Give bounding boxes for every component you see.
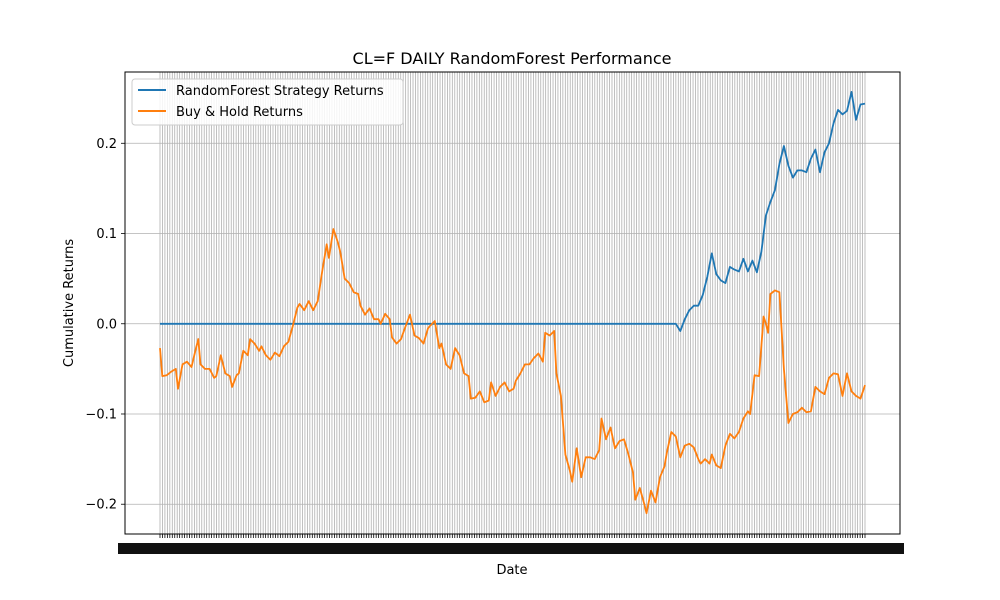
y-tick-label: 0.0	[96, 317, 117, 332]
y-tick-label: 0.2	[96, 137, 117, 152]
series-line-buy-hold	[159, 228, 866, 515]
series-line-strategy	[160, 91, 866, 332]
legend: RandomForest Strategy Returns Buy & Hold…	[131, 78, 404, 126]
y-tick-label: 0.1	[96, 227, 117, 242]
plot-frame	[124, 71, 901, 535]
legend-label-strategy: RandomForest Strategy Returns	[176, 84, 384, 99]
x-axis-ticks	[118, 534, 904, 554]
y-axis-ticks: −0.2 −0.1 0.0 0.1 0.2	[85, 137, 125, 513]
plot-lines	[159, 91, 866, 515]
y-axis-label: Cumulative Returns	[62, 239, 77, 367]
x-axis-label: Date	[496, 563, 527, 578]
legend-box	[131, 78, 404, 126]
y-tick-label: −0.2	[85, 498, 117, 513]
legend-label-buy-hold: Buy & Hold Returns	[176, 105, 303, 120]
y-tick-label: −0.1	[85, 407, 117, 422]
x-tick-labels-overlap	[118, 543, 904, 554]
chart-title: CL=F DAILY RandomForest Performance	[353, 49, 672, 68]
